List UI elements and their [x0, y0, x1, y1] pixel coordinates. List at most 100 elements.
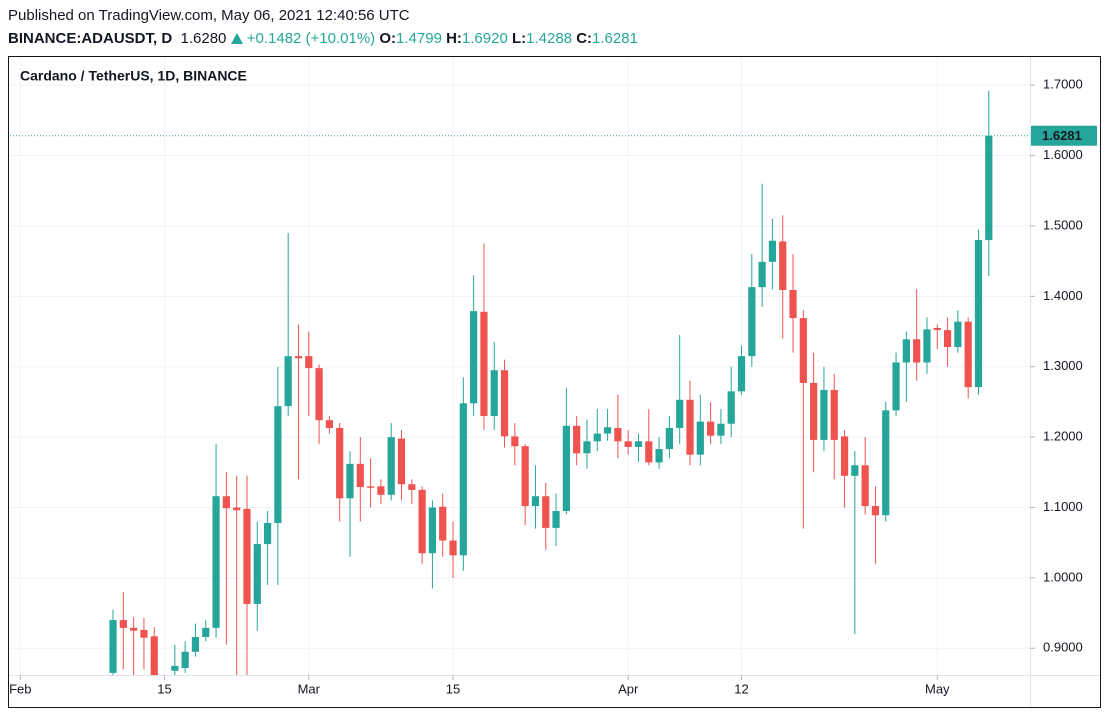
candle-body — [202, 627, 210, 637]
candle-body — [531, 496, 540, 507]
candle-body — [408, 484, 416, 490]
candle-body — [418, 489, 426, 554]
candle-body — [150, 636, 158, 675]
candle-body — [820, 389, 828, 440]
chart-title: Cardano / TetherUS, 1D, BINANCE — [20, 68, 247, 84]
published-line: Published on TradingView.com, May 06, 20… — [8, 7, 410, 24]
candle-body — [758, 261, 766, 288]
y-tick-label: 1.5000 — [1043, 217, 1083, 232]
x-tick-label: Mar — [298, 681, 321, 696]
candle-body — [789, 289, 797, 319]
axes: 0.9000 1.0000 1.1000 1.2000 1.3000 1.4000 1.50… — [9, 77, 1097, 696]
candle-body — [305, 356, 313, 369]
candle-body — [449, 540, 457, 556]
candle-body — [954, 321, 962, 347]
candle-body — [428, 507, 437, 554]
candle-body — [923, 329, 931, 363]
candle-body — [109, 620, 117, 673]
x-tick-label: 15 — [157, 681, 171, 696]
candle-body — [470, 311, 478, 404]
candle-body — [634, 441, 643, 447]
candle-body — [892, 362, 900, 411]
candle-body — [511, 436, 519, 447]
last-price-box — [1031, 125, 1097, 146]
candle-body — [387, 437, 395, 495]
candle-body — [933, 327, 941, 331]
candle-body — [799, 318, 807, 383]
y-tick-label: 1.3000 — [1043, 358, 1083, 373]
price: 1.6280 — [180, 30, 227, 47]
candle-body — [119, 620, 127, 628]
grid — [10, 57, 1030, 675]
y-tick-label: 1.2000 — [1043, 429, 1083, 444]
candle-body — [346, 463, 354, 499]
candle-body — [871, 506, 880, 516]
ohlc-key: O: — [379, 30, 397, 47]
candle-body — [130, 627, 138, 631]
candle-body — [603, 427, 612, 434]
ohlc-value: 1.6920 — [461, 30, 508, 47]
candle-body — [974, 240, 983, 388]
candle-body — [212, 496, 220, 628]
candle-body — [655, 449, 663, 463]
candle-body — [830, 389, 838, 440]
ohlc-key: L: — [511, 30, 527, 47]
up-arrow — [230, 33, 243, 44]
ohlc-key: C: — [576, 30, 593, 47]
candle-body — [274, 406, 282, 523]
candle-body — [593, 433, 601, 442]
candle-body — [439, 506, 447, 541]
candle-body — [943, 330, 952, 347]
symbol-line: BINANCE:ADAUSDT, D 1.6280 +0.1482 (+10.0… — [8, 30, 638, 47]
candle-body — [171, 665, 179, 671]
candle-body — [140, 629, 148, 638]
candle-body — [717, 423, 725, 436]
candle-body — [964, 321, 972, 388]
ohlc-value: 1.4799 — [396, 30, 442, 47]
candle-body — [696, 421, 704, 455]
candle-body — [727, 391, 735, 424]
ohlc: O:1.4799 H:1.6920 L:1.4288 C:1.6281 — [379, 30, 638, 47]
ohlc-value: 1.6281 — [592, 30, 638, 47]
y-tick-label: 1.6000 — [1043, 147, 1083, 162]
y-tick-label: 0.9000 — [1043, 640, 1083, 655]
candle-body — [500, 370, 509, 437]
candle-body — [325, 420, 333, 428]
y-tick-label: 1.0000 — [1043, 569, 1083, 584]
candle-body — [707, 421, 715, 436]
ohlc-value: 1.4288 — [526, 30, 573, 47]
candle-body — [810, 382, 818, 440]
frame — [8, 56, 1101, 708]
candle-body — [583, 441, 591, 454]
candle-body — [676, 399, 684, 428]
candle-body — [191, 636, 200, 652]
candle-body — [542, 496, 550, 528]
y-tick-label: 1.7000 — [1043, 77, 1083, 92]
x-tick-label: 12 — [734, 681, 748, 696]
candle-body — [737, 356, 746, 392]
candle-body — [490, 370, 498, 416]
candle-body — [851, 465, 859, 476]
candle-body — [367, 486, 375, 488]
candle-body — [552, 510, 560, 528]
candle-body — [233, 507, 241, 511]
x-tick-label: Apr — [618, 681, 639, 696]
candle-body — [315, 368, 323, 421]
change: +0.1482 (+10.01%) — [246, 30, 376, 47]
symbol: BINANCE:ADAUSDT, D — [8, 30, 173, 47]
x-tick-label: May — [925, 681, 950, 696]
y-tick-label: 1.1000 — [1043, 499, 1083, 514]
candle-body — [902, 339, 910, 363]
candle-body — [377, 486, 385, 495]
candle-body — [748, 287, 756, 357]
candle-body — [861, 465, 869, 507]
candle-body — [665, 427, 673, 450]
y-tick-label: 1.4000 — [1043, 288, 1083, 303]
candle-body — [459, 403, 467, 556]
candle-body — [521, 446, 529, 507]
candle-body — [624, 441, 632, 447]
candle-body — [913, 339, 921, 363]
x-tick-label: Feb — [9, 681, 31, 696]
candle-body — [181, 651, 189, 668]
